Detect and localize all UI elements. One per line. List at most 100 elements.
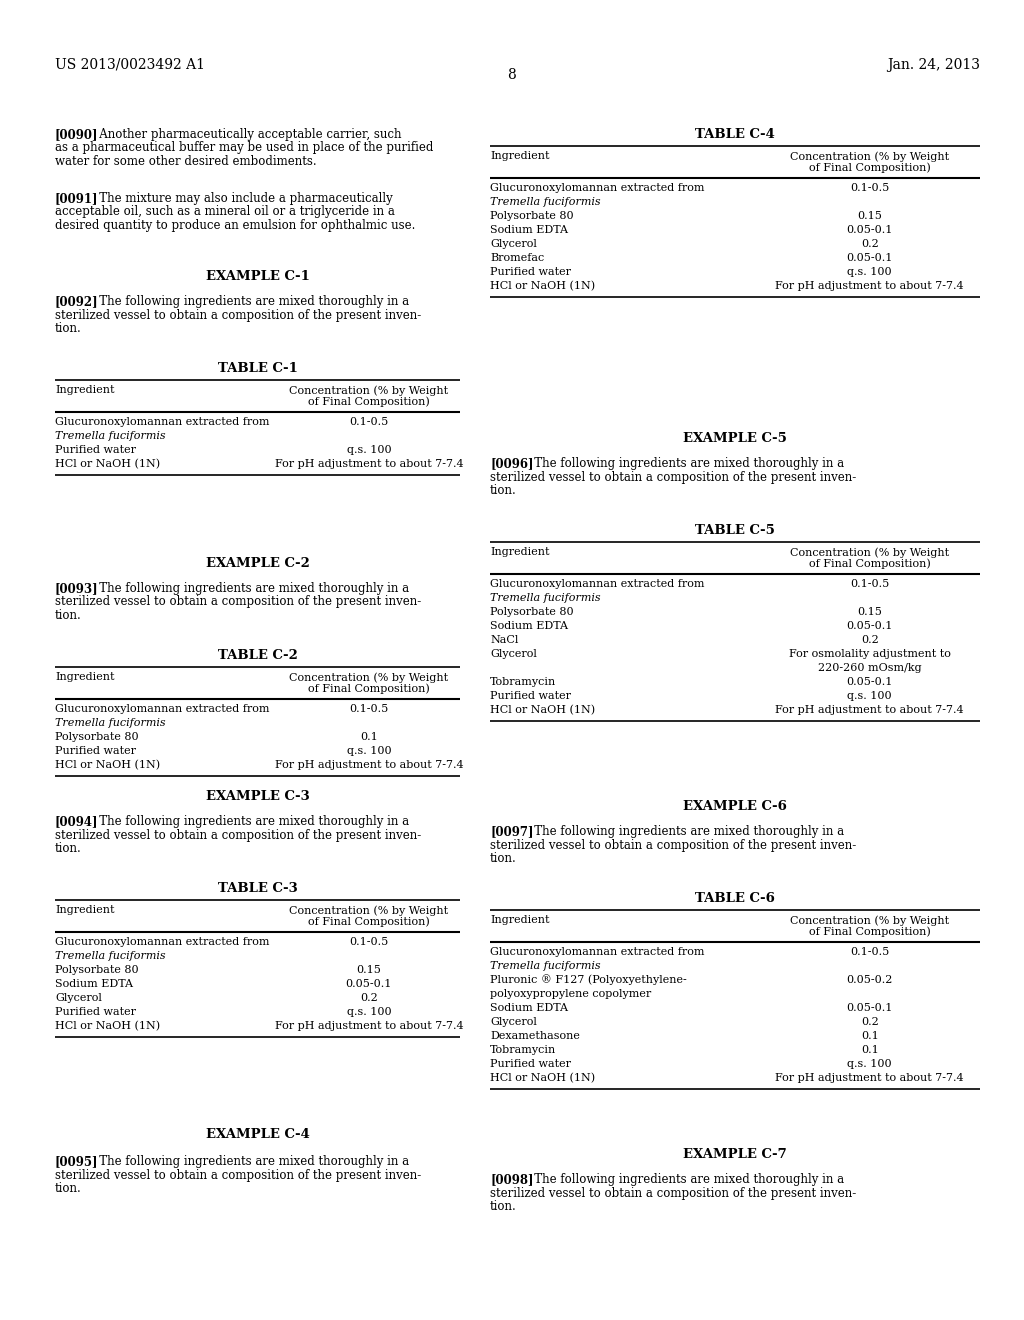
Text: 0.1: 0.1 — [861, 1044, 879, 1055]
Text: Purified water: Purified water — [55, 1007, 136, 1016]
Text: tion.: tion. — [55, 322, 82, 335]
Text: The following ingredients are mixed thoroughly in a: The following ingredients are mixed thor… — [88, 814, 410, 828]
Text: For pH adjustment to about 7-7.4: For pH adjustment to about 7-7.4 — [775, 1073, 964, 1082]
Text: Purified water: Purified water — [490, 1059, 571, 1069]
Text: desired quantity to produce an emulsion for ophthalmic use.: desired quantity to produce an emulsion … — [55, 219, 416, 232]
Text: Concentration (% by Weight: Concentration (% by Weight — [791, 546, 949, 557]
Text: Purified water: Purified water — [55, 746, 136, 755]
Text: Glucuronoxylomannan extracted from: Glucuronoxylomannan extracted from — [490, 578, 705, 589]
Text: 0.05-0.1: 0.05-0.1 — [847, 224, 893, 235]
Text: Glycerol: Glycerol — [490, 648, 537, 659]
Text: Ingredient: Ingredient — [55, 672, 115, 682]
Text: Glucuronoxylomannan extracted from: Glucuronoxylomannan extracted from — [55, 417, 269, 426]
Text: of Final Composition): of Final Composition) — [308, 397, 430, 408]
Text: acceptable oil, such as a mineral oil or a triglyceride in a: acceptable oil, such as a mineral oil or… — [55, 206, 395, 219]
Text: Concentration (% by Weight: Concentration (% by Weight — [290, 385, 449, 396]
Text: Pluronic ® F127 (Polyoxyethylene-: Pluronic ® F127 (Polyoxyethylene- — [490, 974, 687, 986]
Text: [0092]: [0092] — [55, 294, 98, 308]
Text: Glycerol: Glycerol — [55, 993, 101, 1003]
Text: of Final Composition): of Final Composition) — [809, 927, 931, 937]
Text: 0.05-0.1: 0.05-0.1 — [847, 677, 893, 686]
Text: TABLE C-3: TABLE C-3 — [218, 882, 297, 895]
Text: 0.05-0.2: 0.05-0.2 — [847, 974, 893, 985]
Text: Glycerol: Glycerol — [490, 239, 537, 248]
Text: 0.1: 0.1 — [360, 731, 378, 742]
Text: polyoxypropylene copolymer: polyoxypropylene copolymer — [490, 989, 651, 999]
Text: Polysorbate 80: Polysorbate 80 — [490, 607, 573, 616]
Text: TABLE C-6: TABLE C-6 — [695, 892, 775, 906]
Text: Ingredient: Ingredient — [55, 906, 115, 915]
Text: EXAMPLE C-6: EXAMPLE C-6 — [683, 800, 786, 813]
Text: Concentration (% by Weight: Concentration (% by Weight — [791, 915, 949, 925]
Text: 0.05-0.1: 0.05-0.1 — [847, 252, 893, 263]
Text: NaCl: NaCl — [490, 635, 518, 644]
Text: 0.2: 0.2 — [861, 239, 879, 248]
Text: EXAMPLE C-3: EXAMPLE C-3 — [206, 789, 309, 803]
Text: Purified water: Purified water — [55, 445, 136, 454]
Text: sterilized vessel to obtain a composition of the present inven-: sterilized vessel to obtain a compositio… — [490, 838, 856, 851]
Text: The following ingredients are mixed thoroughly in a: The following ingredients are mixed thor… — [523, 1173, 844, 1185]
Text: EXAMPLE C-4: EXAMPLE C-4 — [206, 1129, 309, 1140]
Text: q.s. 100: q.s. 100 — [848, 1059, 892, 1069]
Text: HCl or NaOH (1N): HCl or NaOH (1N) — [55, 1020, 160, 1031]
Text: For pH adjustment to about 7-7.4: For pH adjustment to about 7-7.4 — [775, 281, 964, 290]
Text: Glycerol: Glycerol — [490, 1016, 537, 1027]
Text: TABLE C-5: TABLE C-5 — [695, 524, 775, 537]
Text: of Final Composition): of Final Composition) — [308, 917, 430, 928]
Text: Tobramycin: Tobramycin — [490, 677, 556, 686]
Text: 0.05-0.1: 0.05-0.1 — [847, 620, 893, 631]
Text: 0.1-0.5: 0.1-0.5 — [850, 946, 890, 957]
Text: Purified water: Purified water — [490, 690, 571, 701]
Text: [0090]: [0090] — [55, 128, 98, 141]
Text: [0093]: [0093] — [55, 582, 98, 595]
Text: sterilized vessel to obtain a composition of the present inven-: sterilized vessel to obtain a compositio… — [490, 470, 856, 483]
Text: Glucuronoxylomannan extracted from: Glucuronoxylomannan extracted from — [490, 182, 705, 193]
Text: Glucuronoxylomannan extracted from: Glucuronoxylomannan extracted from — [490, 946, 705, 957]
Text: tion.: tion. — [490, 1200, 517, 1213]
Text: tion.: tion. — [55, 609, 82, 622]
Text: 0.1-0.5: 0.1-0.5 — [349, 417, 388, 426]
Text: [0091]: [0091] — [55, 191, 98, 205]
Text: Bromefac: Bromefac — [490, 252, 544, 263]
Text: EXAMPLE C-5: EXAMPLE C-5 — [683, 432, 786, 445]
Text: The following ingredients are mixed thoroughly in a: The following ingredients are mixed thor… — [88, 582, 410, 595]
Text: Purified water: Purified water — [490, 267, 571, 277]
Text: EXAMPLE C-1: EXAMPLE C-1 — [206, 271, 309, 282]
Text: The mixture may also include a pharmaceutically: The mixture may also include a pharmaceu… — [88, 191, 393, 205]
Text: 0.2: 0.2 — [861, 1016, 879, 1027]
Text: [0097]: [0097] — [490, 825, 534, 838]
Text: tion.: tion. — [55, 842, 82, 855]
Text: 0.1-0.5: 0.1-0.5 — [349, 937, 388, 946]
Text: Ingredient: Ingredient — [490, 915, 550, 925]
Text: For pH adjustment to about 7-7.4: For pH adjustment to about 7-7.4 — [274, 458, 463, 469]
Text: For pH adjustment to about 7-7.4: For pH adjustment to about 7-7.4 — [274, 759, 463, 770]
Text: EXAMPLE C-2: EXAMPLE C-2 — [206, 557, 309, 570]
Text: US 2013/0023492 A1: US 2013/0023492 A1 — [55, 58, 205, 73]
Text: 0.1-0.5: 0.1-0.5 — [349, 704, 388, 714]
Text: HCl or NaOH (1N): HCl or NaOH (1N) — [55, 759, 160, 770]
Text: Tremella fuciformis: Tremella fuciformis — [490, 197, 601, 207]
Text: Sodium EDTA: Sodium EDTA — [55, 978, 133, 989]
Text: 0.2: 0.2 — [360, 993, 378, 1003]
Text: tion.: tion. — [55, 1181, 82, 1195]
Text: 0.15: 0.15 — [356, 965, 381, 974]
Text: Glucuronoxylomannan extracted from: Glucuronoxylomannan extracted from — [55, 704, 269, 714]
Text: Polysorbate 80: Polysorbate 80 — [55, 731, 138, 742]
Text: 0.15: 0.15 — [857, 607, 883, 616]
Text: The following ingredients are mixed thoroughly in a: The following ingredients are mixed thor… — [88, 1155, 410, 1168]
Text: water for some other desired embodiments.: water for some other desired embodiments… — [55, 154, 316, 168]
Text: Tobramycin: Tobramycin — [490, 1044, 556, 1055]
Text: The following ingredients are mixed thoroughly in a: The following ingredients are mixed thor… — [523, 825, 844, 838]
Text: Sodium EDTA: Sodium EDTA — [490, 1003, 568, 1012]
Text: Another pharmaceutically acceptable carrier, such: Another pharmaceutically acceptable carr… — [88, 128, 401, 141]
Text: [0094]: [0094] — [55, 814, 98, 828]
Text: tion.: tion. — [490, 484, 517, 498]
Text: sterilized vessel to obtain a composition of the present inven-: sterilized vessel to obtain a compositio… — [490, 1187, 856, 1200]
Text: Tremella fuciformis: Tremella fuciformis — [490, 961, 601, 970]
Text: Jan. 24, 2013: Jan. 24, 2013 — [887, 58, 980, 73]
Text: Dexamethasone: Dexamethasone — [490, 1031, 580, 1040]
Text: sterilized vessel to obtain a composition of the present inven-: sterilized vessel to obtain a compositio… — [55, 309, 421, 322]
Text: q.s. 100: q.s. 100 — [346, 1007, 391, 1016]
Text: Tremella fuciformis: Tremella fuciformis — [55, 718, 166, 727]
Text: Tremella fuciformis: Tremella fuciformis — [55, 950, 166, 961]
